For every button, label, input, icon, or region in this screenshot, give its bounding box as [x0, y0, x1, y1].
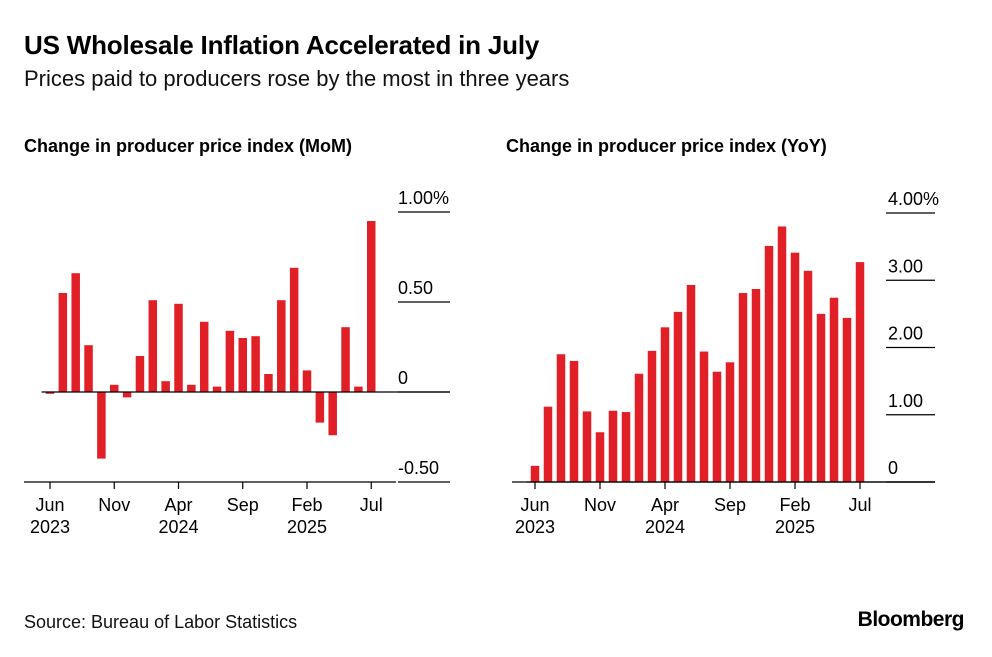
x-tick-label: Sep	[227, 495, 259, 515]
bar-mar-2024	[161, 381, 170, 392]
bar-sep-2024	[725, 362, 735, 482]
bar-sep-2024	[238, 338, 247, 392]
x-tick-label: Feb	[779, 495, 810, 515]
x-tick-label: Feb	[291, 495, 322, 515]
source-note: Source: Bureau of Labor Statistics	[24, 612, 298, 632]
x-tick-year-label: 2025	[287, 517, 327, 537]
bar-feb-2024	[148, 300, 158, 392]
y-tick-label: 0.50	[398, 278, 433, 298]
bar-jun-2023	[45, 392, 55, 394]
y-tick-label: 4.00%	[888, 189, 939, 209]
x-tick-year-label: 2024	[158, 517, 198, 537]
chart-title: US Wholesale Inflation Accelerated in Ju…	[24, 30, 540, 60]
bar-aug-2024	[712, 371, 722, 482]
x-tick-label: Jul	[360, 495, 383, 515]
bar-nov-2023	[110, 384, 119, 392]
bar-mar-2024	[647, 350, 657, 482]
bar-nov-2023	[595, 432, 605, 482]
bar-jun-2025	[354, 386, 363, 392]
bar-mar-2025	[315, 392, 325, 423]
bar-jun-2023	[530, 465, 540, 482]
bar-jul-2024	[699, 351, 709, 482]
bar-apr-2025	[328, 392, 337, 436]
x-tick-label: Jun	[35, 495, 64, 515]
bar-jan-2025	[777, 226, 787, 482]
bar-apr-2024	[660, 327, 670, 482]
bar-apr-2025	[816, 313, 826, 482]
bar-nov-2024	[264, 374, 273, 392]
y-tick-label: 1.00%	[398, 188, 449, 208]
y-tick-label: -0.50	[398, 458, 439, 478]
y-tick-label: 1.00	[888, 391, 923, 411]
bar-jun-2024	[686, 284, 696, 482]
bar-may-2024	[187, 384, 196, 392]
bar-sep-2023	[84, 345, 93, 392]
x-tick-label: Nov	[98, 495, 130, 515]
mom-panel-title: Change in producer price index (MoM)	[24, 136, 353, 156]
y-tick-label: 2.00	[888, 324, 923, 344]
bar-dec-2023	[122, 392, 132, 398]
bar-aug-2024	[225, 330, 235, 392]
bar-jul-2024	[212, 386, 222, 392]
bar-oct-2023	[97, 392, 106, 459]
bar-oct-2023	[582, 411, 592, 482]
bar-aug-2023	[71, 273, 80, 392]
x-tick-label: Sep	[714, 495, 746, 515]
bar-apr-2024	[174, 303, 183, 392]
yoy-panel-title: Change in producer price index (YoY)	[506, 136, 827, 156]
bar-jul-2023	[543, 406, 553, 482]
x-tick-year-label: 2024	[645, 517, 685, 537]
bar-jun-2025	[842, 317, 852, 482]
bar-may-2025	[829, 297, 839, 482]
x-tick-year-label: 2025	[775, 517, 815, 537]
bar-jul-2023	[58, 293, 68, 392]
bar-sep-2023	[569, 360, 579, 482]
bar-aug-2023	[556, 354, 566, 482]
bar-dec-2023	[608, 410, 618, 482]
bar-may-2024	[673, 311, 683, 482]
x-tick-year-label: 2023	[30, 517, 70, 537]
bar-oct-2024	[738, 293, 748, 482]
y-tick-label: 0	[888, 458, 898, 478]
bar-may-2025	[341, 327, 350, 392]
bar-mar-2025	[803, 270, 813, 482]
bar-jan-2024	[135, 356, 145, 392]
x-tick-label: Apr	[164, 495, 192, 515]
bar-feb-2024	[634, 373, 644, 482]
x-tick-year-label: 2023	[515, 517, 555, 537]
y-tick-label: 3.00	[888, 256, 923, 276]
bloomberg-logo: Bloomberg	[857, 608, 965, 631]
bar-dec-2024	[764, 245, 774, 482]
chart-subtitle: Prices paid to producers rose by the mos…	[24, 66, 570, 91]
bar-jul-2025	[367, 221, 376, 392]
x-tick-label: Nov	[584, 495, 616, 515]
bar-feb-2025	[790, 252, 800, 482]
bar-nov-2024	[751, 288, 761, 482]
x-tick-label: Apr	[651, 495, 679, 515]
bar-jan-2025	[289, 267, 299, 392]
bar-jun-2024	[199, 321, 209, 392]
bar-jan-2024	[621, 412, 631, 482]
y-tick-label: 0	[398, 368, 408, 388]
bar-dec-2024	[277, 300, 286, 392]
bar-feb-2025	[302, 370, 312, 392]
x-tick-label: Jun	[520, 495, 549, 515]
bar-oct-2024	[251, 336, 260, 392]
bar-jul-2025	[855, 262, 865, 482]
x-tick-label: Jul	[848, 495, 871, 515]
